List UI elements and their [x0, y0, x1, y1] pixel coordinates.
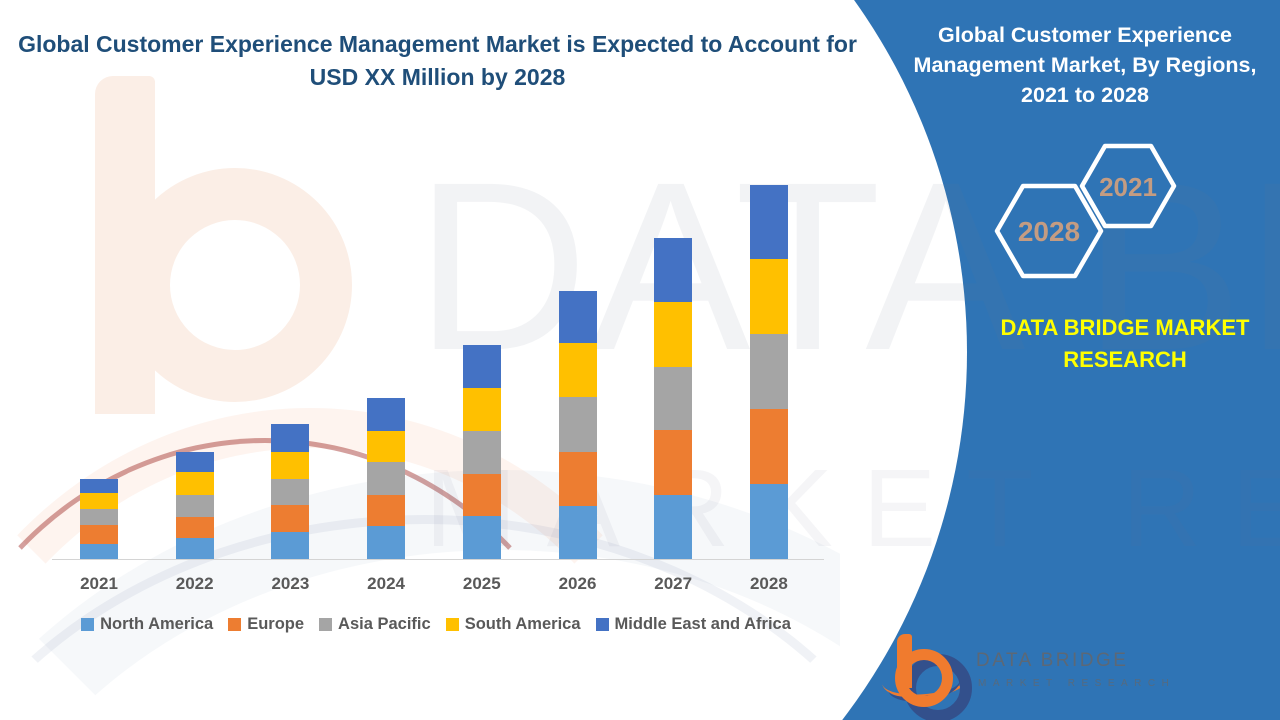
legend-swatch-icon	[595, 618, 609, 631]
bar-segment-middle-east-and-africa	[367, 398, 406, 431]
x-axis-line	[52, 559, 824, 560]
x-axis-label-2027: 2027	[654, 574, 693, 593]
bar-segment-europe	[558, 452, 597, 506]
bar-segment-south-america	[271, 452, 310, 479]
bar-segment-middle-east-and-africa	[80, 479, 118, 493]
legend-label: Asia Pacific	[338, 615, 431, 633]
side-panel-title-line3: 2021 to 2028	[1021, 83, 1149, 107]
bar-chart: 2021 2022 2023 2024 2025 2026 2027 2028	[40, 170, 832, 600]
bar-2022	[175, 452, 214, 559]
legend-swatch-icon	[228, 618, 242, 631]
bar-segment-south-america	[654, 302, 693, 367]
page-title-line1: Global Customer Experience Management Ma…	[18, 31, 857, 57]
legend-label: Middle East and Africa	[614, 615, 791, 633]
bar-segment-middle-east-and-africa	[271, 424, 310, 452]
bar-segment-middle-east-and-africa	[749, 185, 788, 259]
bar-segment-middle-east-and-africa	[175, 452, 214, 472]
legend-label: Europe	[247, 615, 305, 633]
bar-segment-europe	[654, 430, 693, 495]
hexagon-2028-label: 2028	[1018, 216, 1080, 247]
page-title: Global Customer Experience Management Ma…	[15, 28, 860, 94]
side-panel-title-line1: Global Customer Experience	[938, 23, 1232, 47]
x-axis-label-2024: 2024	[367, 574, 405, 593]
watermark-arc-red	[0, 438, 620, 720]
bar-segment-middle-east-and-africa	[462, 345, 501, 388]
watermark-arc-gray-line	[0, 515, 840, 720]
side-panel-title-line2: Management Market, By Regions,	[913, 53, 1257, 77]
bar-segment-north-america	[271, 532, 310, 559]
bar-segment-north-america	[749, 484, 788, 559]
hexagon-2021	[1079, 143, 1177, 229]
x-axis-label-2021: 2021	[80, 574, 118, 593]
watermark-swoosh-arcs	[0, 380, 840, 720]
legend-item-europe: Europe	[228, 615, 304, 634]
bar-segment-north-america	[654, 495, 693, 559]
legend-item-asia-pacific: Asia Pacific	[319, 615, 431, 634]
hexagon-year-badges: 2028 2021	[994, 143, 1177, 279]
data-bridge-logo: DATA BRIDGE MARKET RESEARCH	[880, 634, 1280, 720]
legend-swatch-icon	[445, 618, 459, 631]
bar-2024	[367, 398, 406, 559]
bar-2023	[271, 424, 310, 559]
bar-segment-europe	[175, 517, 214, 538]
x-axis-label-2028: 2028	[749, 574, 788, 593]
bar-segment-north-america	[558, 506, 597, 559]
bar-segment-europe	[367, 495, 406, 526]
x-axis-label-2026: 2026	[558, 574, 597, 593]
bar-segment-south-america	[367, 431, 406, 462]
logo-brand-name: DATA BRIDGE	[976, 650, 1129, 671]
bar-segment-europe	[749, 409, 788, 484]
legend-item-south-america: South America	[445, 615, 581, 634]
bar-2027	[654, 238, 693, 559]
legend-swatch-icon	[81, 618, 95, 631]
x-axis-label-2023: 2023	[271, 574, 310, 593]
chart-legend: North America Europe Asia Pacific South Ame…	[40, 615, 832, 634]
bar-segment-asia-pacific	[558, 397, 597, 452]
bar-segment-europe	[462, 474, 501, 516]
bar-segment-north-america	[80, 544, 118, 559]
bar-segment-asia-pacific	[749, 334, 788, 409]
bar-2028	[749, 185, 788, 559]
page-title-line2: USD XX Million by 2028	[309, 64, 566, 90]
bar-segment-middle-east-and-africa	[654, 238, 693, 302]
bar-segment-south-america	[462, 388, 501, 431]
legend-item-north-america: North America	[81, 615, 213, 634]
x-axis-label-2022: 2022	[175, 574, 214, 593]
bar-2021	[80, 479, 118, 559]
bar-segment-north-america	[367, 526, 406, 559]
bar-segment-asia-pacific	[462, 431, 501, 474]
bar-segment-middle-east-and-africa	[558, 291, 597, 343]
brand-text: DATA BRIDGE MARKET RESEARCH	[1000, 315, 1250, 372]
legend-swatch-icon	[319, 618, 333, 631]
bar-2025	[462, 345, 501, 559]
legend-item-middle-east-and-africa: Middle East and Africa	[595, 615, 791, 634]
bar-segment-asia-pacific	[654, 367, 693, 430]
legend-label: South America	[464, 615, 581, 633]
bar-segment-south-america	[558, 343, 597, 397]
side-panel-title: Global Customer Experience Management Ma…	[905, 20, 1265, 110]
bar-segment-south-america	[175, 472, 214, 495]
bar-segment-asia-pacific	[367, 462, 406, 495]
bar-segment-south-america	[749, 259, 788, 334]
bar-segment-south-america	[80, 493, 118, 509]
bar-2026	[558, 291, 597, 559]
hexagon-2028	[994, 183, 1104, 279]
bar-segment-europe	[271, 505, 310, 532]
bar-segment-asia-pacific	[271, 479, 310, 505]
legend-label: North America	[100, 615, 214, 633]
bar-segment-asia-pacific	[175, 495, 214, 517]
bar-segment-north-america	[462, 516, 501, 559]
logo-b-stem-icon	[897, 634, 912, 688]
bar-segment-asia-pacific	[80, 509, 118, 525]
bar-segment-europe	[80, 525, 118, 544]
logo-brand-subtitle: MARKET RESEARCH	[978, 678, 1176, 689]
hexagon-2021-label: 2021	[1099, 172, 1157, 202]
bar-segment-north-america	[175, 538, 214, 559]
x-axis-label-2025: 2025	[462, 574, 501, 593]
